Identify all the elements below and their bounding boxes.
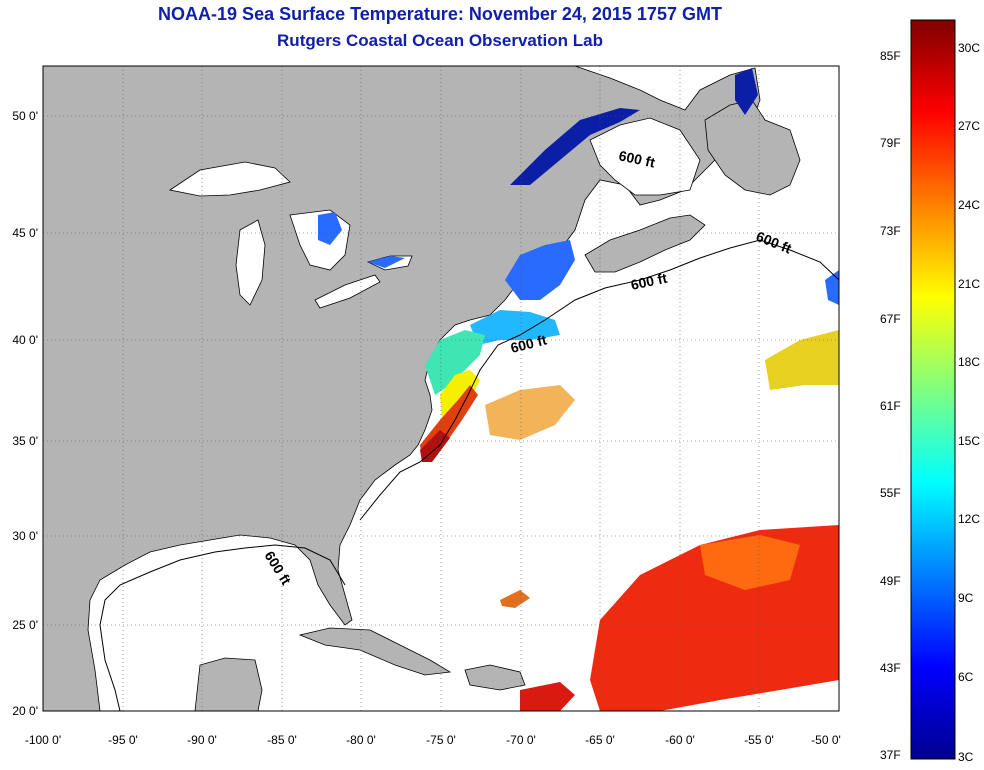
land-cuba (298, 627, 452, 676)
isobath-label-1: 600 ft (617, 147, 656, 170)
colorbar-f-55: 55F (880, 486, 901, 500)
lon-tick-55: -55 0' (744, 733, 774, 747)
lat-tick-30: 30 0' (12, 529, 38, 543)
colorbar-c-21: 21C (958, 277, 981, 291)
lon-tick-100: -100 0' (24, 733, 62, 747)
colorbar-c-24: 24C (958, 198, 981, 212)
land-hispaniola (464, 664, 526, 691)
land-yucatan (194, 657, 263, 711)
lon-tick-65: -65 0' (585, 733, 615, 747)
land-nova-scotia (584, 214, 706, 273)
lon-tick-80: -80 0' (346, 733, 376, 747)
lat-tick-25: 25 0' (12, 618, 38, 632)
lat-tick-35: 35 0' (12, 434, 38, 448)
sst-patch-great-lakes (318, 212, 405, 268)
map-subtitle: Rutgers Coastal Ocean Observation Lab (277, 31, 603, 50)
colorbar-f-79: 79F (880, 136, 901, 150)
colorbar-c-18: 18C (958, 355, 981, 369)
lon-tick-50: -50 0' (811, 733, 841, 747)
lon-tick-75: -75 0' (426, 733, 456, 747)
sst-patch-labrador (735, 68, 758, 115)
sst-patch-hatteras-yellow (440, 370, 480, 418)
sst-patch-subtropical-orange (700, 535, 800, 590)
map-frame (42, 65, 840, 712)
lake-erie (314, 274, 381, 309)
colorbar-f-43: 43F (880, 661, 901, 675)
colorbar-f-37: 37F (880, 748, 901, 762)
lake-michigan (235, 219, 266, 306)
colorbar-f-61: 61F (880, 399, 901, 413)
lat-tick-50: 50 0' (12, 109, 38, 123)
sst-patch-mid-atlantic (425, 330, 485, 395)
colorbar-c-30: 30C (958, 41, 981, 55)
lon-tick-95: -95 0' (108, 733, 138, 747)
colorbar-c-27: 27C (958, 119, 981, 133)
sst-data-layer (318, 68, 839, 711)
sst-patch-st-lawrence (510, 108, 640, 185)
isobath-600ft-gulf (99, 544, 346, 711)
lat-tick-40: 40 0' (12, 333, 38, 347)
colorbar-f-49: 49F (880, 574, 901, 588)
sst-patch-small-orange (500, 590, 530, 608)
sst-patch-east-yellow (765, 330, 839, 390)
lat-tick-45: 45 0' (12, 226, 38, 240)
colorbar-c-9: 9C (958, 591, 974, 605)
isobath-600ft-atlantic (359, 239, 839, 521)
lon-tick-60: -60 0' (665, 733, 695, 747)
sst-patch-east-edge (825, 270, 839, 305)
lon-tick-70: -70 0' (506, 733, 536, 747)
sst-patch-shelf-ne (470, 310, 560, 345)
lon-tick-90: -90 0' (187, 733, 217, 747)
colorbar-c-3: 3C (958, 750, 974, 764)
gulf-st-lawrence (589, 117, 701, 196)
sst-patch-gulf-of-maine (505, 240, 575, 300)
colorbar-f-85: 85F (880, 49, 901, 63)
colorbar-f-73: 73F (880, 224, 901, 238)
lon-tick-85: -85 0' (267, 733, 297, 747)
colorbar (910, 19, 956, 760)
sst-patch-gulf-stream-core (420, 430, 450, 462)
colorbar-c-6: 6C (958, 670, 974, 684)
lake-superior (168, 161, 291, 197)
sst-patch-caribbean (520, 682, 575, 711)
graticule (43, 66, 839, 711)
map-title: NOAA-19 Sea Surface Temperature: Novembe… (158, 4, 722, 24)
isobath-label-3: 600 ft (629, 270, 668, 293)
colorbar-c-12: 12C (958, 512, 981, 526)
colorbar-f-67: 67F (880, 312, 901, 326)
colorbar-c-15: 15C (958, 434, 981, 448)
sst-patch-offshore-orange (485, 385, 575, 440)
lat-tick-20: 20 0' (12, 704, 38, 718)
